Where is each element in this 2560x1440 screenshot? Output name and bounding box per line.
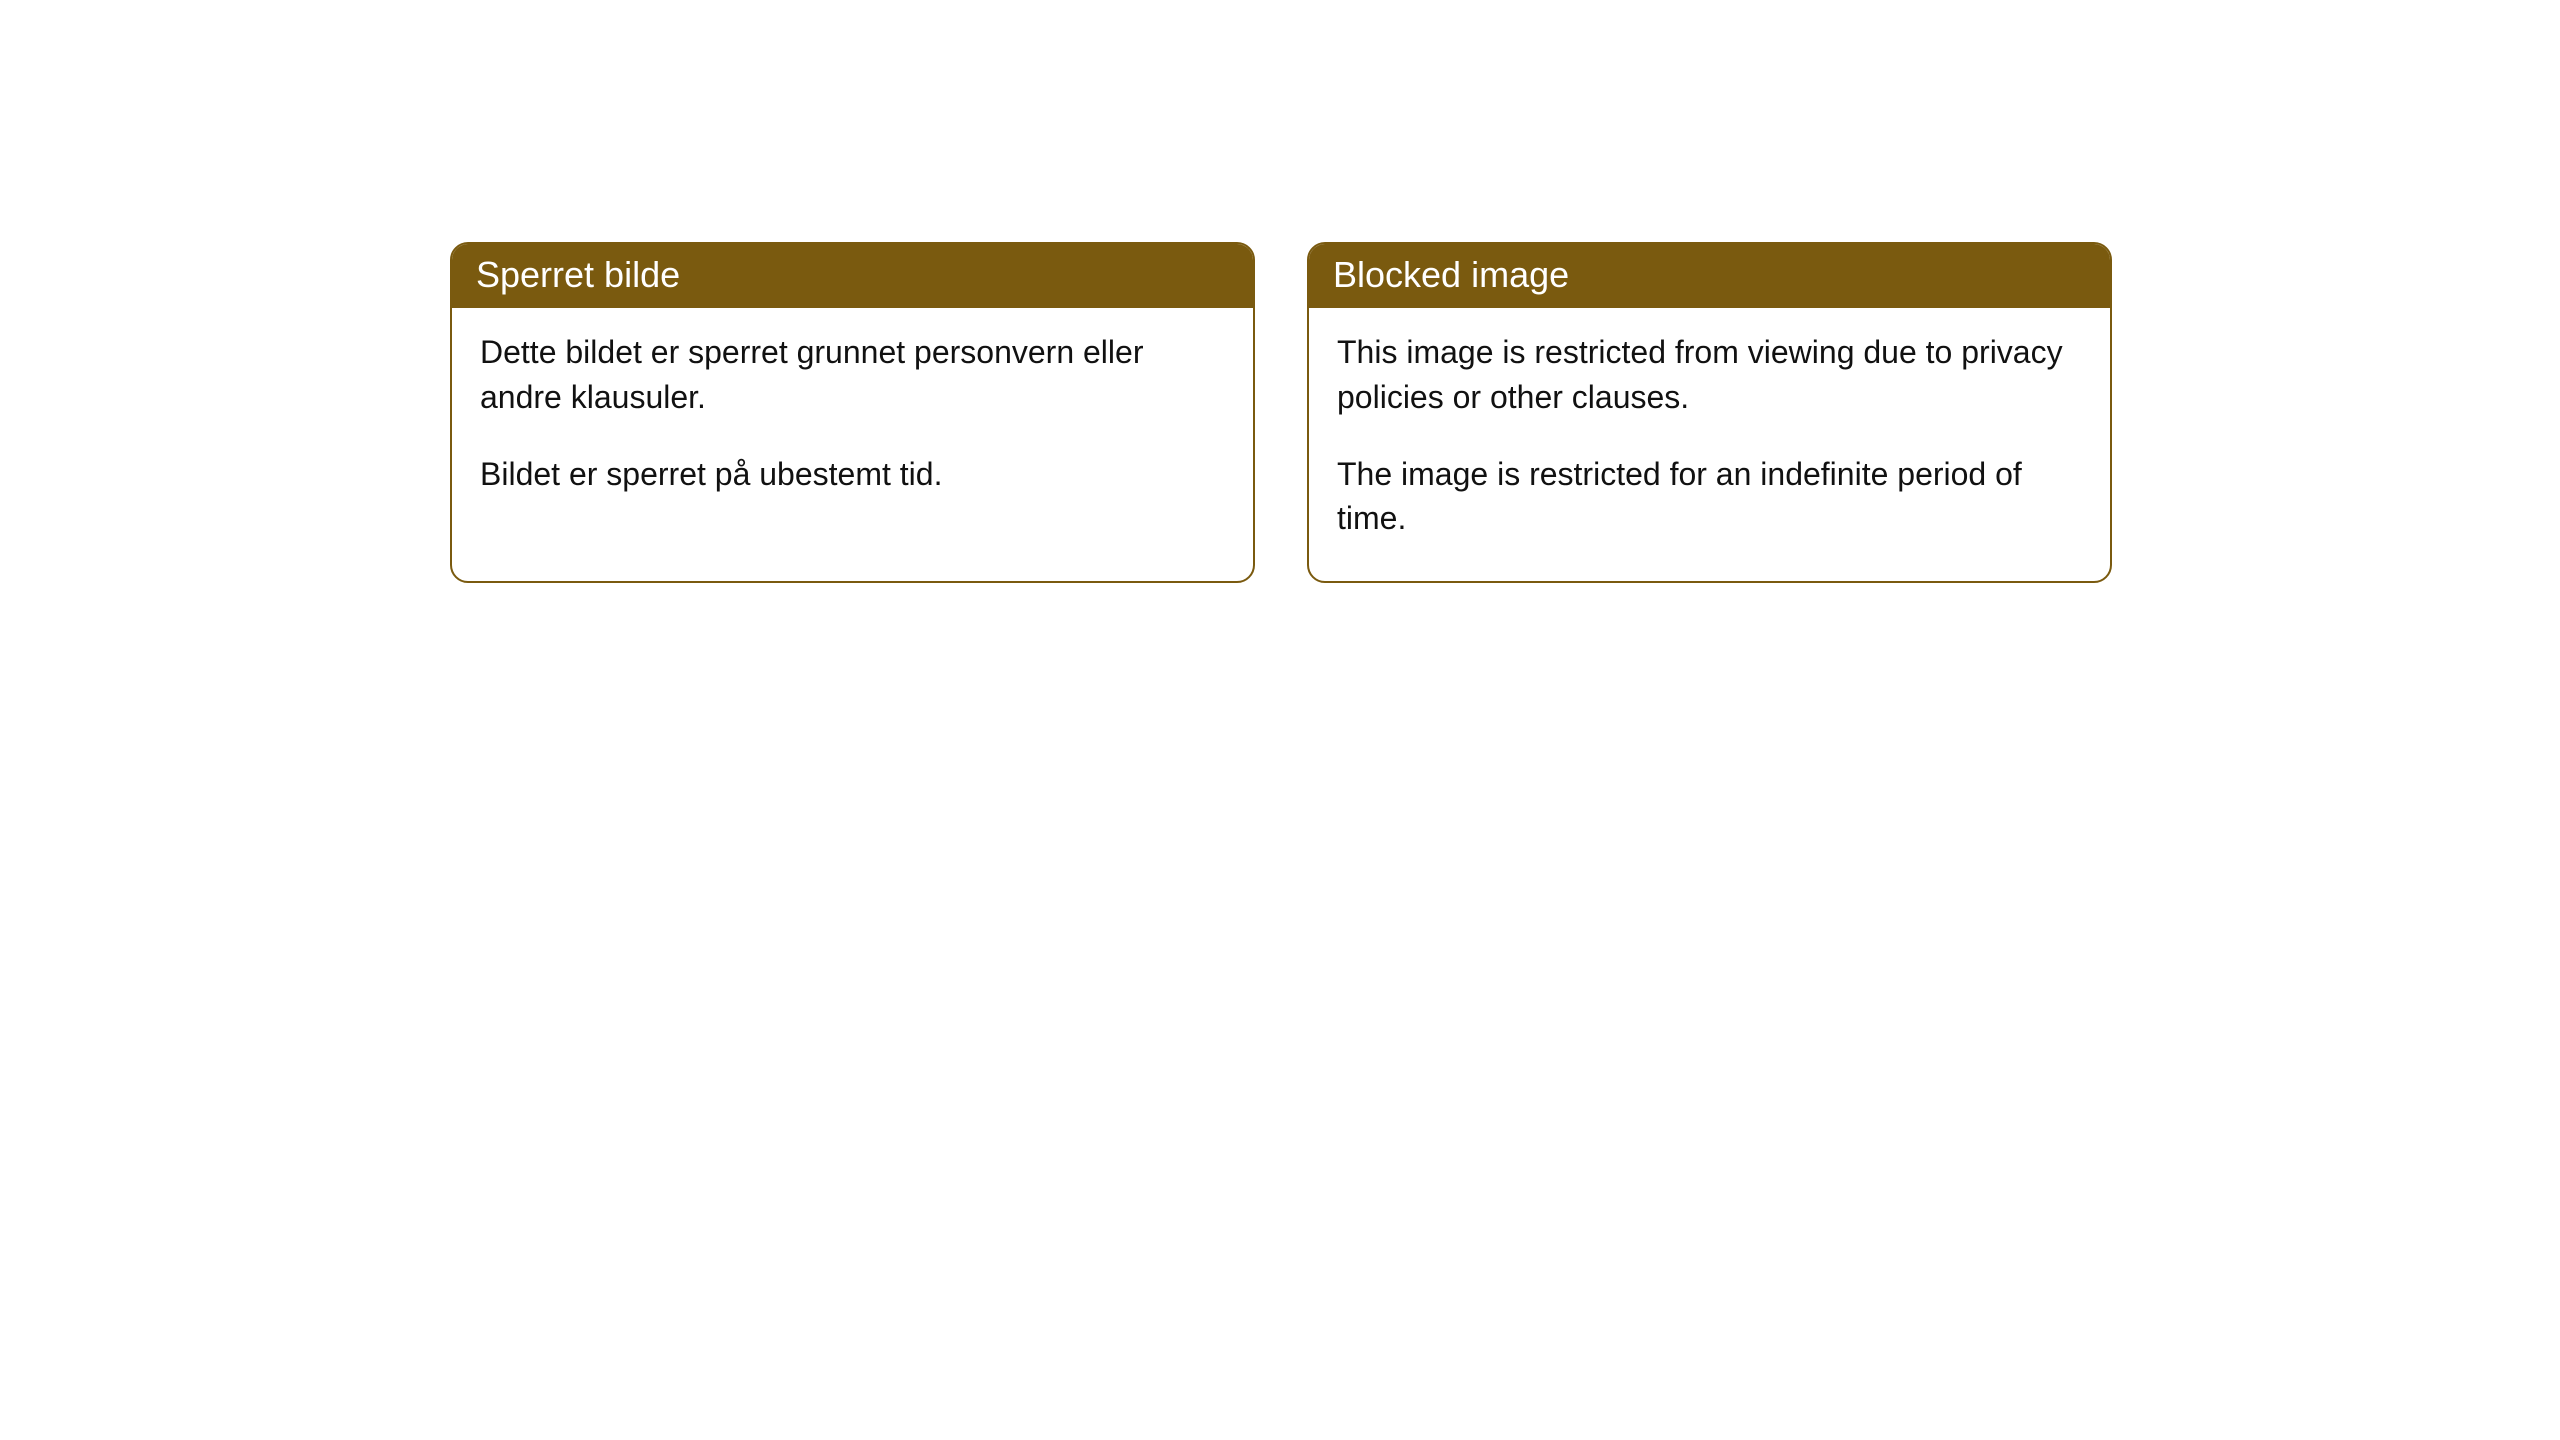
card-paragraph: Bildet er sperret på ubestemt tid. <box>480 452 1225 497</box>
card-paragraph: This image is restricted from viewing du… <box>1337 330 2082 420</box>
card-paragraph: The image is restricted for an indefinit… <box>1337 452 2082 542</box>
cards-container: Sperret bilde Dette bildet er sperret gr… <box>0 0 2560 583</box>
card-paragraph: Dette bildet er sperret grunnet personve… <box>480 330 1225 420</box>
card-header-english: Blocked image <box>1309 244 2110 308</box>
card-header-norwegian: Sperret bilde <box>452 244 1253 308</box>
card-body-english: This image is restricted from viewing du… <box>1309 308 2110 581</box>
blocked-image-card-norwegian: Sperret bilde Dette bildet er sperret gr… <box>450 242 1255 583</box>
card-title: Sperret bilde <box>476 254 680 295</box>
blocked-image-card-english: Blocked image This image is restricted f… <box>1307 242 2112 583</box>
card-body-norwegian: Dette bildet er sperret grunnet personve… <box>452 308 1253 536</box>
card-title: Blocked image <box>1333 254 1569 295</box>
